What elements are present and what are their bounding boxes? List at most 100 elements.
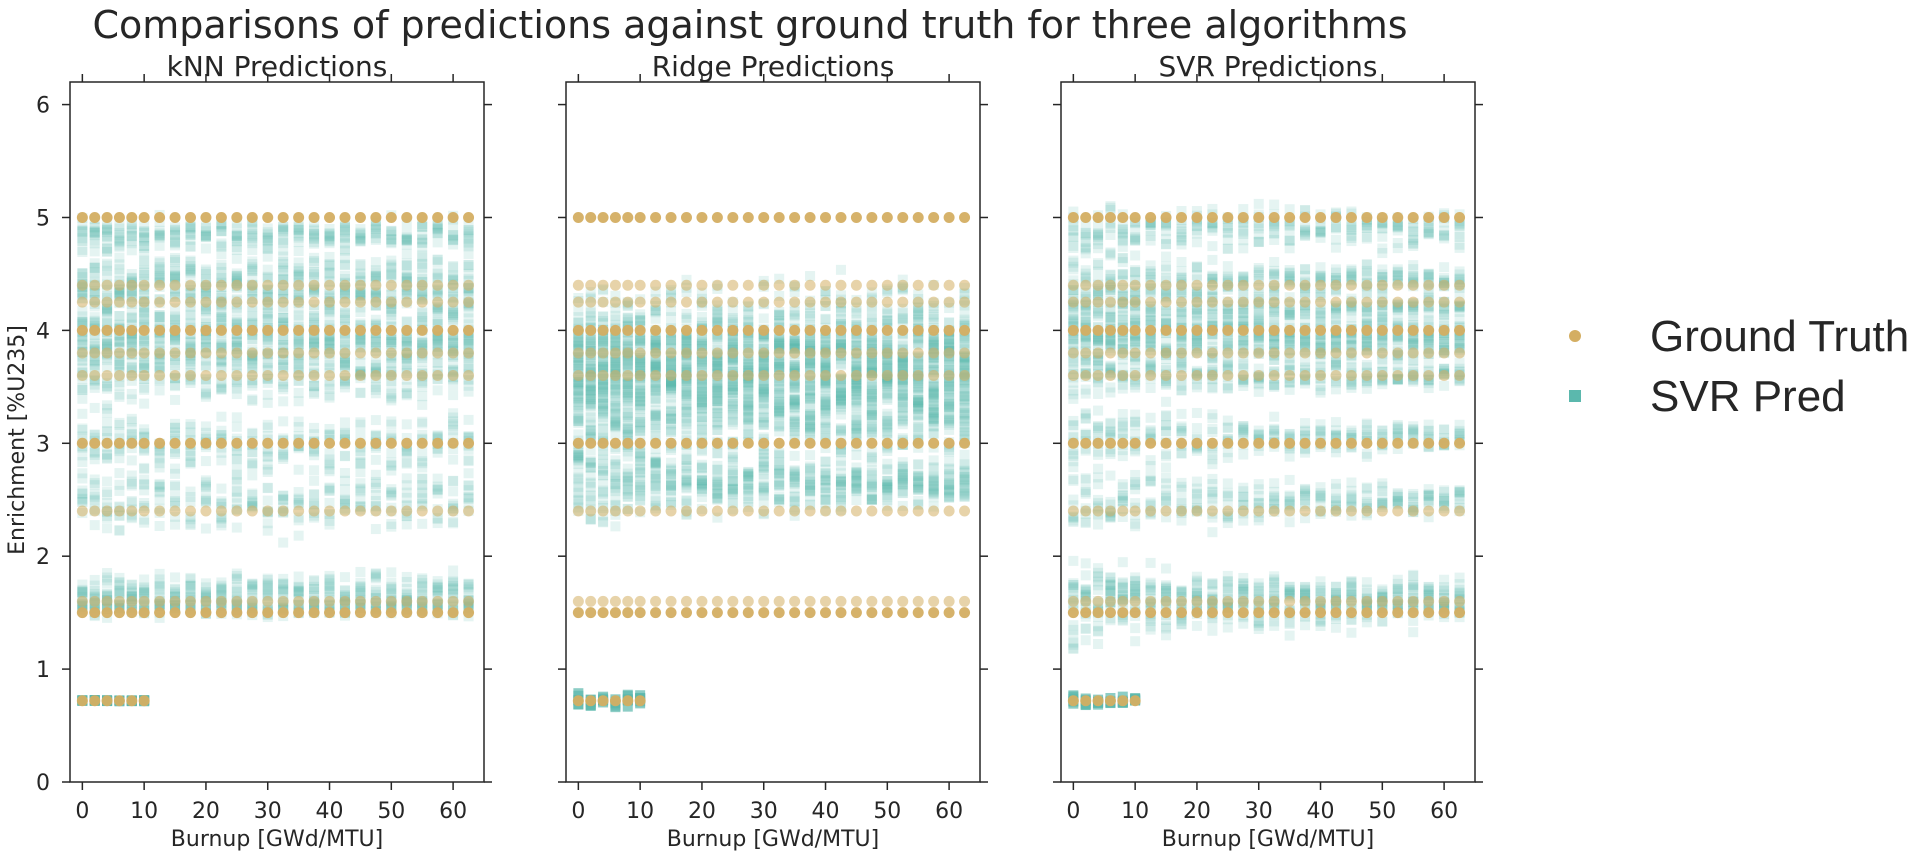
prediction-point xyxy=(635,362,646,373)
prediction-point xyxy=(185,218,196,229)
prediction-point xyxy=(278,274,289,285)
prediction-point xyxy=(77,220,88,231)
prediction-point xyxy=(102,476,113,487)
prediction-point xyxy=(743,414,754,425)
prediction-point xyxy=(774,396,785,407)
prediction-point xyxy=(585,514,596,525)
prediction-point xyxy=(401,445,412,456)
prediction-point xyxy=(77,246,88,257)
ground-truth-point xyxy=(76,279,88,291)
prediction-point xyxy=(448,274,459,285)
prediction-point xyxy=(262,377,273,388)
ground-truth-point xyxy=(277,505,289,517)
ground-truth-point xyxy=(432,505,444,517)
prediction-point xyxy=(573,392,584,403)
prediction-point xyxy=(622,451,633,462)
ground-truth-point xyxy=(293,505,305,517)
prediction-point xyxy=(324,454,335,465)
prediction-point xyxy=(278,318,289,329)
prediction-point xyxy=(448,412,459,423)
prediction-point xyxy=(355,337,366,348)
prediction-point xyxy=(324,288,335,299)
prediction-point xyxy=(401,234,412,245)
prediction-point xyxy=(339,429,350,440)
prediction-point xyxy=(139,242,150,253)
ground-truth-point xyxy=(200,296,212,308)
prediction-point xyxy=(154,265,165,276)
prediction-point xyxy=(622,389,633,400)
prediction-point xyxy=(89,480,100,491)
prediction-point xyxy=(216,455,227,466)
ground-truth-point xyxy=(138,347,150,359)
prediction-point xyxy=(635,334,646,345)
prediction-point xyxy=(598,359,609,370)
ground-truth-point xyxy=(463,279,475,291)
prediction-point xyxy=(598,424,609,435)
prediction-point xyxy=(573,392,584,403)
prediction-point xyxy=(610,411,621,422)
prediction-point xyxy=(610,419,621,430)
prediction-point xyxy=(114,572,125,583)
prediction-point xyxy=(417,269,428,280)
prediction-point xyxy=(386,225,397,236)
prediction-point xyxy=(262,430,273,441)
prediction-point xyxy=(247,581,258,592)
prediction-point xyxy=(432,224,443,235)
prediction-point xyxy=(573,358,584,369)
prediction-point xyxy=(598,318,609,329)
prediction-point xyxy=(417,287,428,298)
ground-truth-point xyxy=(447,607,459,619)
prediction-point xyxy=(370,219,381,230)
ground-truth-point xyxy=(154,595,166,607)
ground-truth-point xyxy=(339,595,351,607)
prediction-point xyxy=(339,253,350,264)
prediction-point xyxy=(114,336,125,347)
prediction-point xyxy=(448,231,459,242)
prediction-point xyxy=(386,334,397,345)
prediction-point xyxy=(262,495,273,506)
prediction-point xyxy=(293,358,304,369)
prediction-point xyxy=(432,358,443,369)
prediction-point xyxy=(170,587,181,598)
prediction-point xyxy=(262,332,273,343)
prediction-point xyxy=(635,479,646,490)
prediction-point xyxy=(585,445,596,456)
ground-truth-point xyxy=(89,607,101,619)
prediction-point xyxy=(573,416,584,427)
prediction-point xyxy=(370,388,381,399)
prediction-point xyxy=(77,356,88,367)
prediction-point xyxy=(681,476,692,487)
prediction-point xyxy=(231,412,242,423)
prediction-point xyxy=(139,362,150,373)
prediction-point xyxy=(635,450,646,461)
prediction-point xyxy=(216,219,227,230)
prediction-point xyxy=(89,429,100,440)
prediction-point xyxy=(622,387,633,398)
prediction-point xyxy=(370,287,381,298)
prediction-point xyxy=(448,425,459,436)
prediction-point xyxy=(154,333,165,344)
prediction-point xyxy=(573,360,584,371)
prediction-point xyxy=(622,473,633,484)
prediction-point xyxy=(448,390,459,401)
prediction-point xyxy=(681,312,692,323)
prediction-point xyxy=(114,446,125,457)
prediction-point xyxy=(610,499,621,510)
prediction-point xyxy=(635,495,646,506)
prediction-point xyxy=(463,335,474,346)
prediction-point xyxy=(355,335,366,346)
prediction-point xyxy=(89,585,100,596)
ground-truth-point xyxy=(447,324,459,336)
prediction-point xyxy=(417,582,428,593)
prediction-point xyxy=(432,332,443,343)
ground-truth-point xyxy=(101,296,113,308)
prediction-point xyxy=(324,334,335,345)
prediction-point xyxy=(448,416,459,427)
prediction-point xyxy=(743,469,754,480)
prediction-point xyxy=(102,307,113,318)
ground-truth-point xyxy=(463,437,475,449)
ground-truth-point xyxy=(154,279,166,291)
prediction-point xyxy=(154,486,165,497)
prediction-point xyxy=(386,465,397,476)
prediction-point xyxy=(200,456,211,467)
